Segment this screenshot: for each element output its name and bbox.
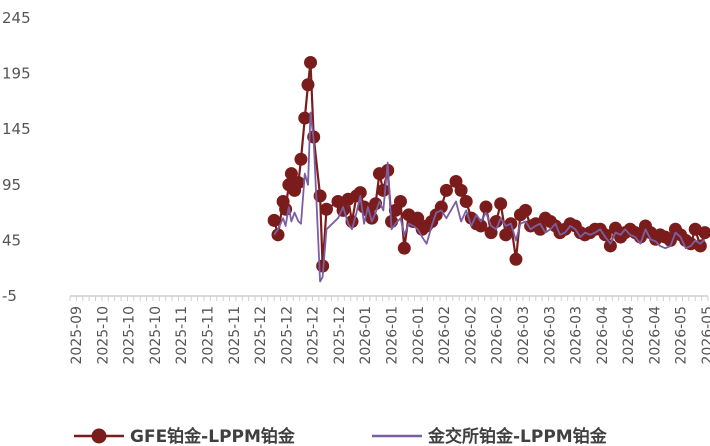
series-gfe-point — [509, 252, 523, 266]
series-gfe-point — [454, 183, 468, 197]
series-gfe-point — [284, 167, 298, 181]
x-tick-label: 2025-12 — [253, 306, 269, 365]
legend-sge-label: 金交所铂金-LPPM铂金 — [427, 426, 608, 446]
x-tick-label: 2025-10 — [148, 306, 164, 365]
x-tick-label: 2026-02 — [463, 306, 479, 365]
x-tick-label: 2026-02 — [437, 306, 453, 365]
series-gfe-point — [298, 111, 312, 125]
x-tick-label: 2025-12 — [332, 306, 348, 365]
y-tick-label: 145 — [2, 120, 31, 138]
x-tick-label: 2025-11 — [227, 306, 243, 365]
y-tick-label: -5 — [2, 287, 17, 305]
x-tick-label: 2025-11 — [200, 306, 216, 365]
x-tick-label: 2026-05 — [674, 306, 690, 365]
legend-gfe-label: GFE铂金-LPPM铂金 — [130, 426, 296, 446]
series-gfe-point — [397, 241, 411, 255]
x-tick-label: 2026-03 — [569, 306, 585, 365]
x-tick-label: 2026-04 — [595, 306, 611, 365]
series-gfe-point — [484, 226, 498, 240]
x-tick-label: 2025-10 — [95, 306, 111, 365]
series-gfe-point — [304, 55, 318, 69]
series-gfe-point — [369, 197, 383, 211]
series-gfe-point — [489, 214, 503, 228]
y-tick-label: 95 — [2, 176, 21, 194]
x-tick-label: 2026-01 — [358, 306, 374, 365]
series-gfe-point — [519, 203, 533, 217]
series-gfe-point — [459, 194, 473, 208]
y-tick-label: 195 — [2, 65, 31, 83]
x-tick-label: 2026-04 — [621, 306, 637, 365]
x-tick-label: 2026-02 — [490, 306, 506, 365]
series-gfe-point — [301, 78, 315, 92]
series-gfe-point — [319, 202, 333, 216]
x-tick-label: 2026-01 — [385, 306, 401, 365]
x-tick-label: 2025-12 — [279, 306, 295, 365]
series-gfe-point — [693, 239, 707, 253]
x-tick-label: 2026-04 — [647, 306, 663, 365]
series-gfe-point — [698, 226, 710, 240]
series-gfe-point — [376, 183, 390, 197]
series-gfe-point — [393, 194, 407, 208]
x-tick-label: 2025-10 — [122, 306, 138, 365]
series-gfe-point — [474, 219, 488, 233]
y-tick-label: 45 — [2, 231, 21, 249]
x-tick-label: 2026-03 — [516, 306, 532, 365]
series-gfe-point — [267, 213, 281, 227]
x-tick-label: 2026-03 — [542, 306, 558, 365]
series-gfe-point — [439, 183, 453, 197]
series-gfe-point — [494, 197, 508, 211]
x-tick-label: 2026-05 — [700, 306, 710, 365]
series-gfe-point — [411, 211, 425, 225]
series-gfe-point — [294, 152, 308, 166]
series-gfe-point — [603, 239, 617, 253]
x-tick-label: 2025-11 — [174, 306, 190, 365]
series-sge-line — [273, 111, 706, 283]
series-gfe-point — [353, 186, 367, 200]
series-gfe-point — [434, 200, 448, 214]
series-gfe-point — [271, 228, 285, 242]
x-tick-label: 2025-09 — [69, 306, 85, 365]
y-tick-label: 245 — [2, 9, 31, 27]
series-gfe-point — [499, 228, 513, 242]
x-tick-label: 2025-12 — [306, 306, 322, 365]
legend-gfe-marker — [91, 428, 107, 444]
series-gfe-point — [291, 176, 305, 190]
series-gfe-point — [479, 200, 493, 214]
x-tick-label: 2026-01 — [411, 306, 427, 365]
